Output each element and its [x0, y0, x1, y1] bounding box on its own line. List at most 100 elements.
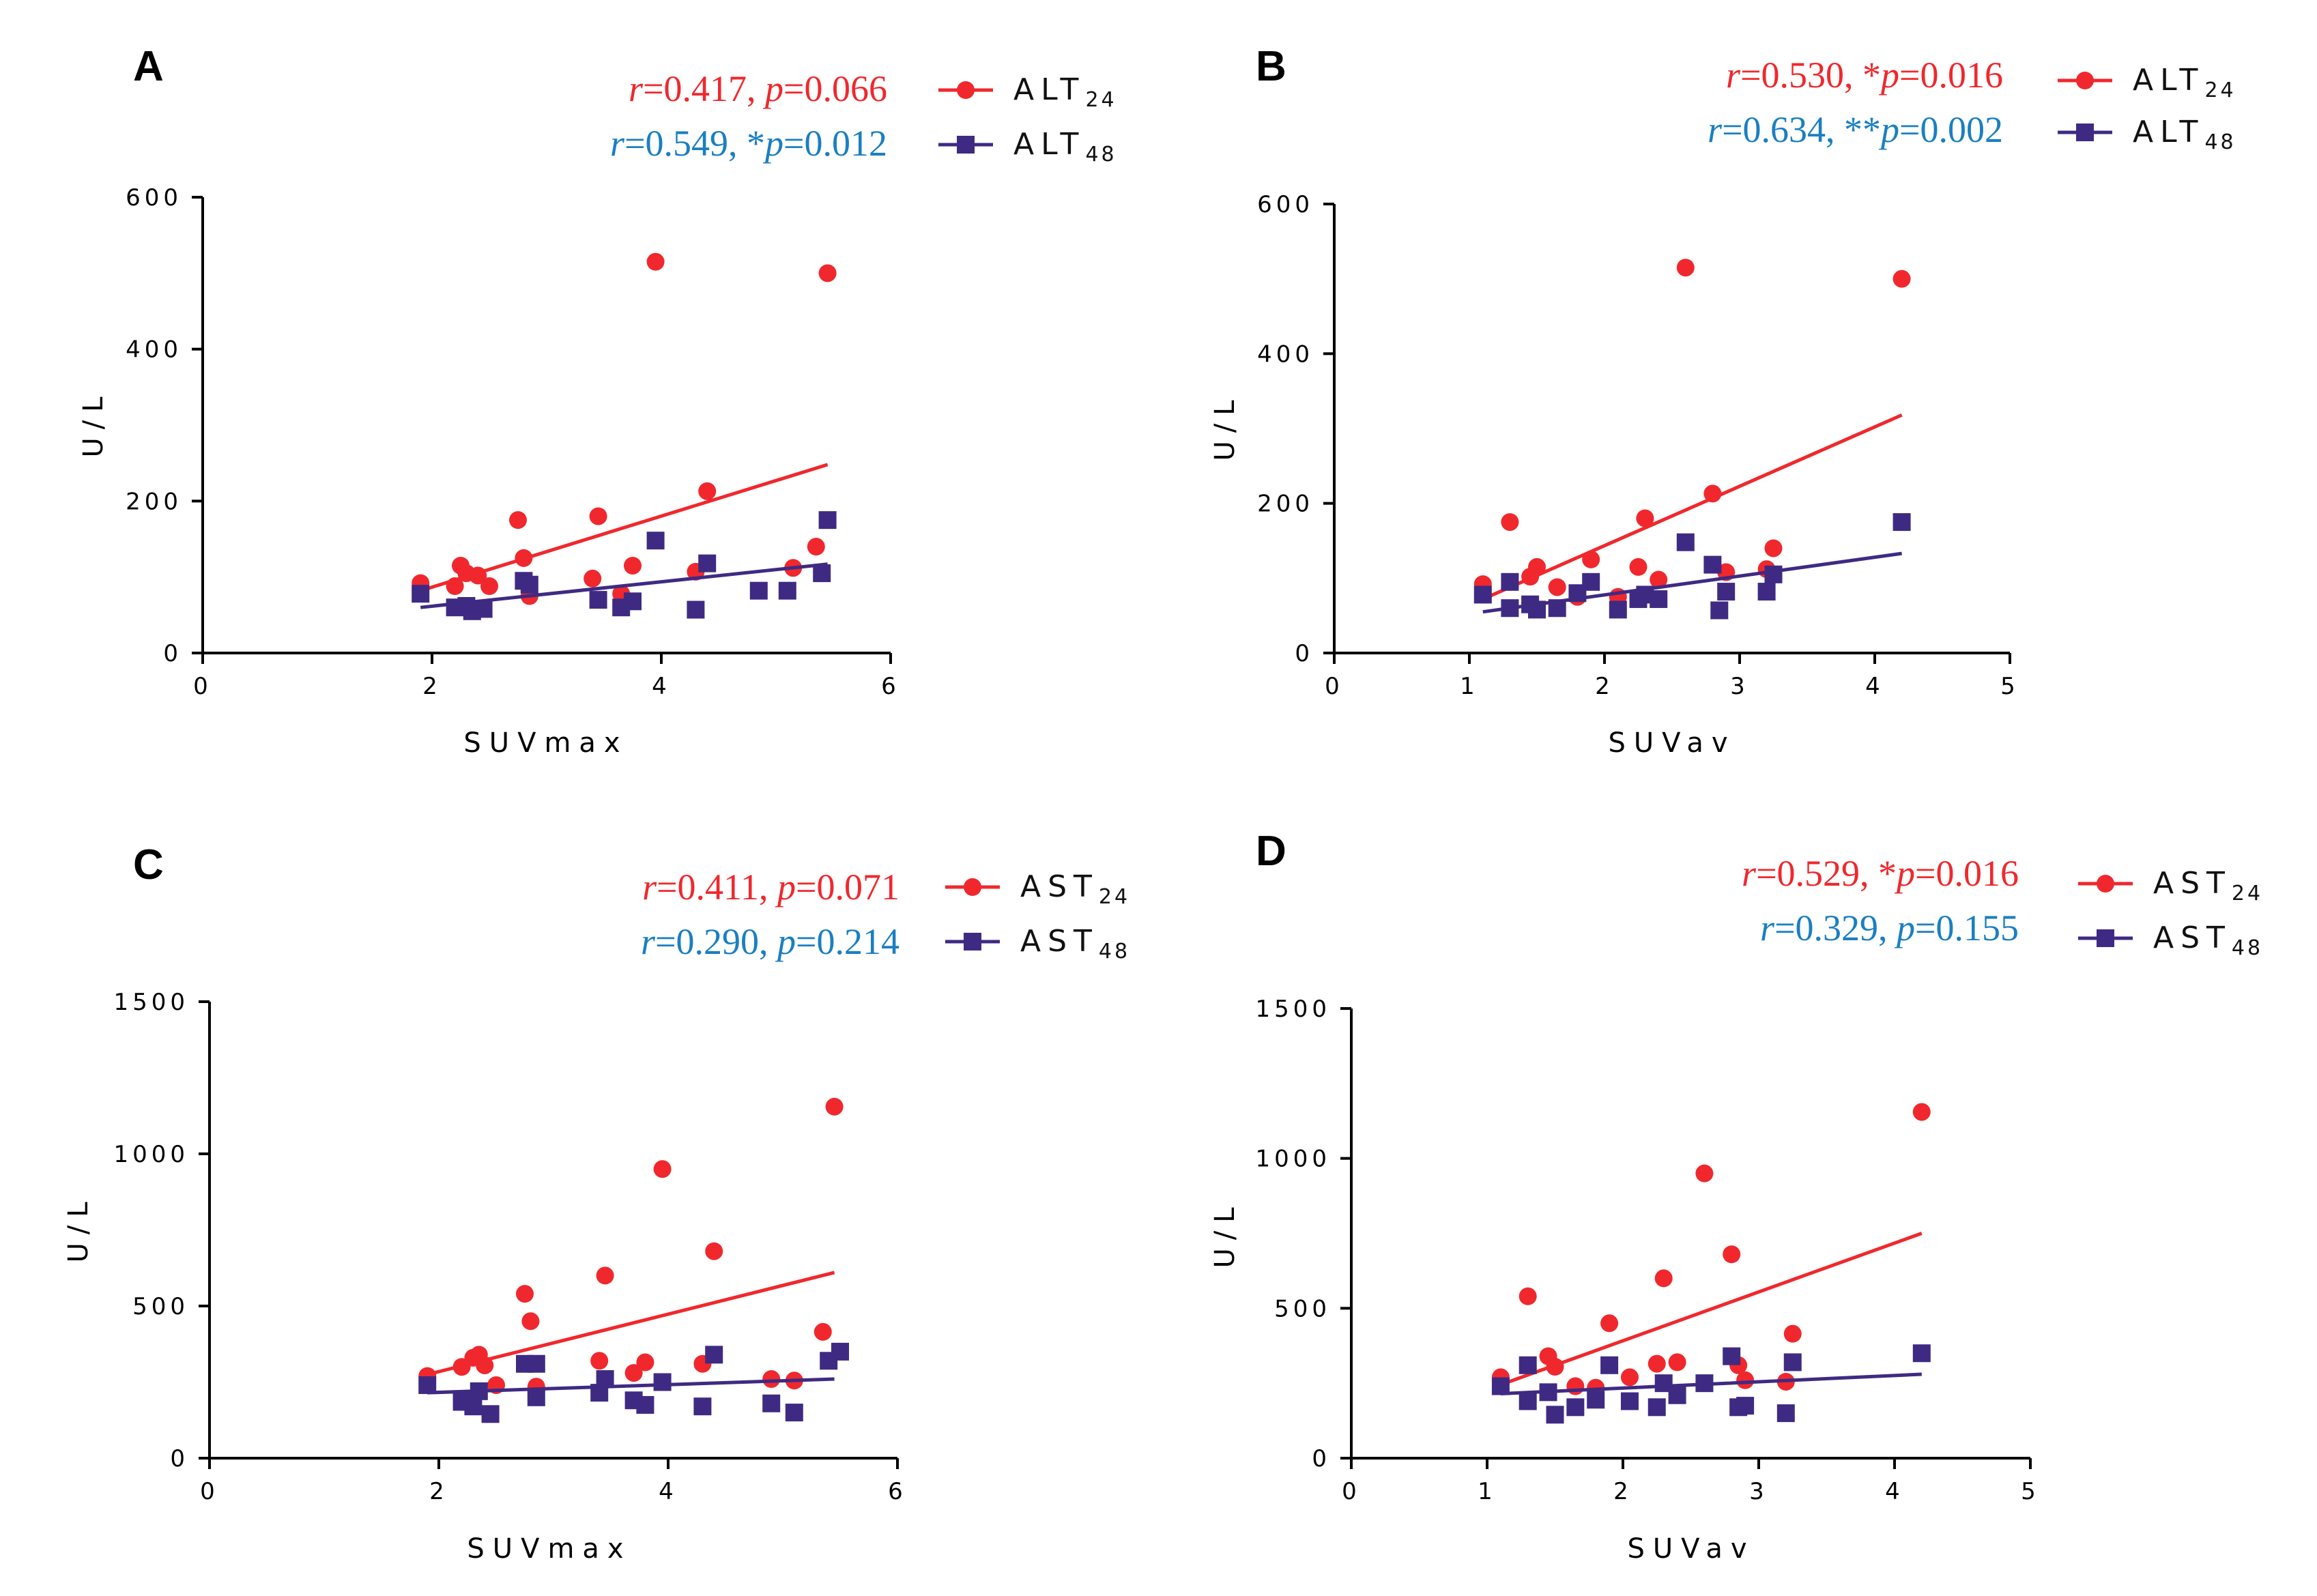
x-tick-label: 4 [1885, 1478, 1904, 1505]
data-point [596, 1370, 614, 1389]
data-point [1764, 539, 1783, 557]
regression-line [427, 1377, 835, 1395]
x-tick-label: 3 [1749, 1478, 1768, 1505]
x-tick-label: 1 [1478, 1478, 1497, 1505]
data-point [749, 581, 768, 600]
correlation-stat-48: r=0.549, *p=0.012 [610, 123, 887, 164]
x-tick-label: 4 [1865, 673, 1884, 700]
legend-entry: ALT24 [2058, 63, 2234, 102]
x-tick-label: 2 [1595, 673, 1614, 700]
x-tick-label: 0 [1325, 673, 1344, 700]
correlation-stat-24: r=0.411, p=0.071 [642, 867, 900, 908]
data-point [1723, 1245, 1741, 1264]
y-tick-label: 200 [1257, 491, 1314, 518]
legend-marker [2076, 72, 2094, 89]
panel-c: C 0 2 4 6 0 500 1000 1500 SUVmax U/L r=0.411, p=0.0… [63, 841, 1130, 1565]
series-ast-48 [1491, 1344, 1931, 1424]
legend-entry: AST24 [945, 869, 1130, 909]
data-point [584, 569, 602, 587]
data-point [653, 1160, 672, 1178]
data-point [1736, 1371, 1755, 1389]
series-ast-48 [418, 1342, 849, 1423]
data-point [1650, 590, 1668, 609]
y-tick-label: 0 [1312, 1445, 1331, 1472]
legend-entry: ALT48 [938, 127, 1114, 166]
legend-marker [964, 933, 981, 951]
x-tick-label: 3 [1730, 673, 1749, 700]
data-point [1582, 550, 1600, 568]
data-point [1783, 1353, 1802, 1372]
data-point [1546, 1406, 1564, 1424]
legend-marker [964, 878, 981, 896]
data-point [589, 507, 607, 525]
legend-entry: AST48 [2078, 920, 2260, 960]
series-alt-24 [1473, 259, 1911, 606]
regression-line [427, 1271, 835, 1376]
data-point [464, 1397, 483, 1416]
data-point [1912, 1344, 1931, 1363]
x-axis-title: SUVav [1627, 1533, 1755, 1565]
legend-entry: ALT24 [938, 72, 1114, 112]
data-point [1600, 1314, 1619, 1333]
data-point [813, 564, 831, 583]
data-point [814, 1322, 832, 1341]
data-point [590, 1352, 609, 1370]
data-point [509, 511, 527, 529]
data-point [589, 591, 607, 609]
data-point [476, 1356, 494, 1374]
correlation-stat-24: r=0.417, p=0.066 [629, 68, 887, 109]
data-point [1473, 585, 1492, 604]
data-point [469, 566, 487, 585]
x-tick-label: 2 [429, 1478, 448, 1505]
panel-letter: D [1256, 828, 1286, 875]
data-point [596, 1266, 614, 1285]
x-tick-label: 4 [659, 1478, 678, 1505]
data-point [778, 581, 796, 600]
data-point [807, 538, 825, 556]
data-point [527, 1354, 545, 1373]
data-point [1783, 1324, 1802, 1343]
data-point [1566, 1398, 1585, 1417]
data-point [470, 1382, 488, 1400]
data-point [1528, 600, 1546, 619]
panel-letter: A [133, 43, 164, 90]
legend-marker [2076, 124, 2094, 141]
data-point [521, 1312, 540, 1331]
y-tick-label: 200 [126, 488, 182, 515]
y-tick-label: 600 [1257, 191, 1314, 218]
data-point [1776, 1404, 1795, 1423]
data-point [1609, 600, 1627, 619]
y-axis-title: U/L [63, 1193, 94, 1262]
data-point [1501, 513, 1519, 532]
correlation-stat-48: r=0.329, p=0.155 [1760, 908, 2019, 948]
legend-marker [2097, 929, 2114, 947]
data-point [693, 1397, 712, 1416]
legend-marker [957, 136, 975, 154]
data-point [831, 1342, 849, 1361]
data-point [1620, 1392, 1639, 1410]
x-axis-title: SUVav [1608, 727, 1736, 759]
data-point [646, 252, 665, 271]
data-point [687, 600, 705, 619]
panel-d: D 0 1 2 3 4 5 0 500 1000 1500 SUVav U/L r=0.529, *p=0… [1209, 828, 2260, 1565]
data-point [1501, 572, 1519, 591]
data-point [705, 1346, 723, 1364]
y-tick-label: 1500 [113, 989, 189, 1016]
data-point [825, 1097, 844, 1116]
legend-label: AST24 [1020, 869, 1130, 909]
data-point [515, 549, 533, 567]
x-tick-label: 2 [1613, 1478, 1632, 1505]
data-point [1587, 1391, 1605, 1409]
y-tick-label: 0 [170, 1445, 189, 1472]
y-tick-label: 500 [132, 1293, 189, 1320]
series-alt-48 [1473, 513, 1911, 620]
data-point [1717, 583, 1736, 601]
data-point [1668, 1353, 1686, 1372]
series-ast-24 [418, 1097, 844, 1396]
y-tick-label: 600 [126, 184, 182, 212]
regression-line [420, 463, 829, 593]
data-point [1528, 557, 1546, 576]
y-axis-title: U/L [1209, 392, 1241, 461]
data-point [1654, 1269, 1673, 1288]
